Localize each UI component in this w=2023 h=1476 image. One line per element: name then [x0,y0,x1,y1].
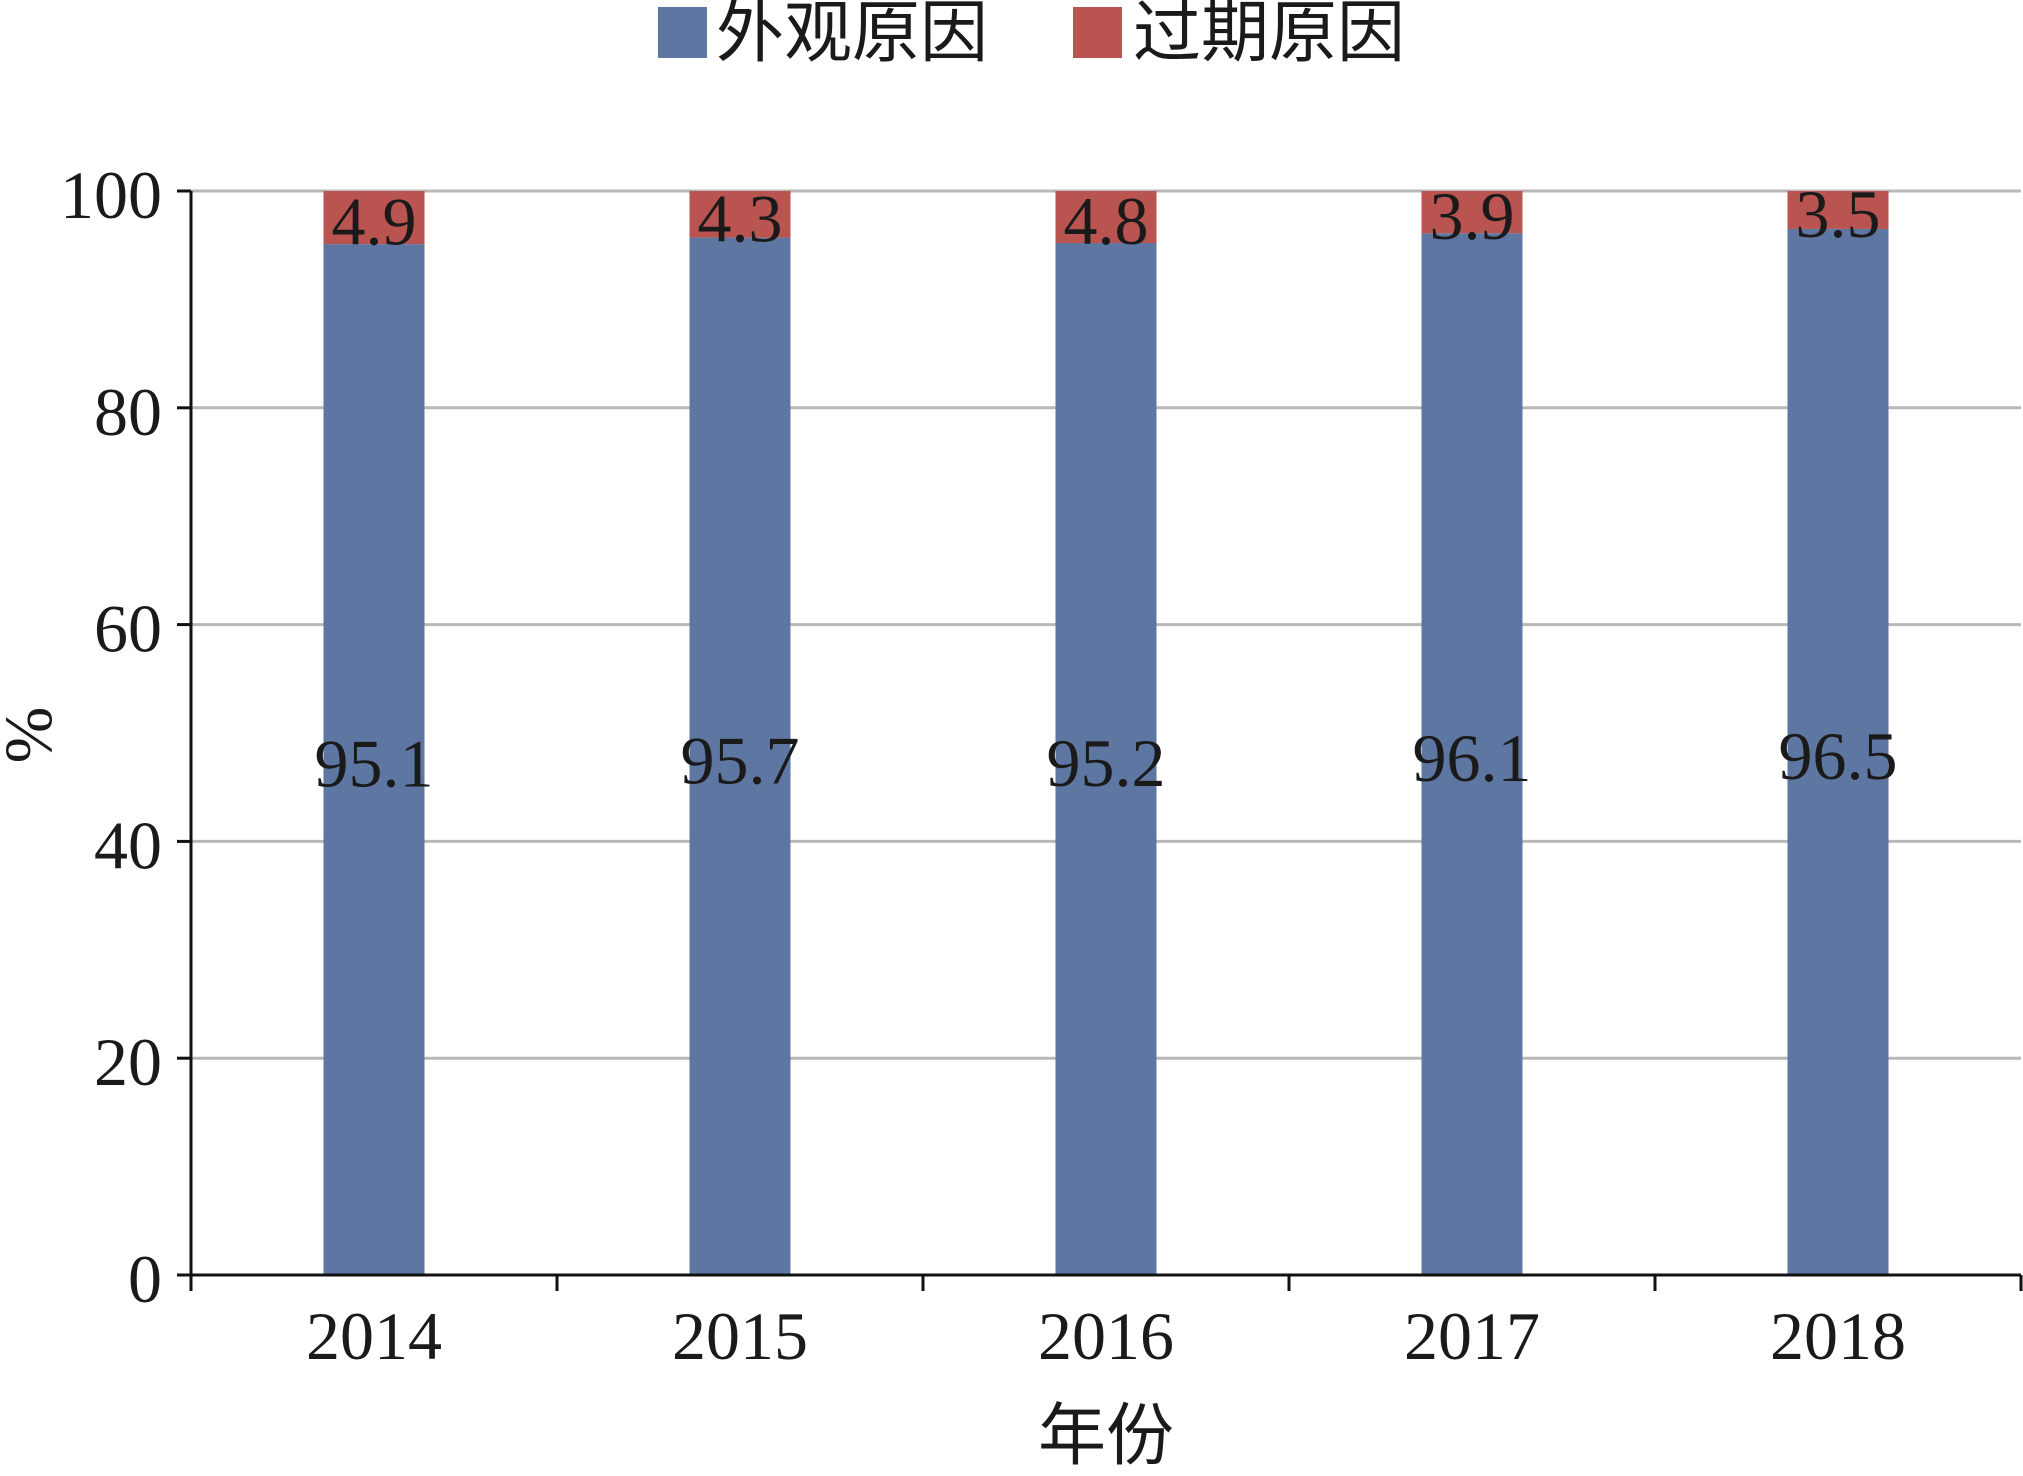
legend-label-expired: 过期原因 [1133,0,1405,71]
bar-appearance-2018 [1787,228,1889,1276]
data-label-expired-2016: 4.8 [1064,183,1149,259]
data-label-expired-2017: 3.9 [1430,178,1515,254]
data-label-appearance-2016: 95.2 [1047,725,1166,801]
bar-expired-2017 [1421,191,1523,234]
x-axis-title: 年份 [1038,1398,1174,1474]
bars [323,191,1889,1276]
legend-swatch-expired [1073,7,1122,58]
x-tick-label-2018: 2018 [1770,1298,1906,1374]
legend-label-appearance: 外观原因 [716,0,988,71]
data-label-expired-2014: 4.9 [332,184,417,260]
data-label-appearance-2018: 96.5 [1779,718,1898,794]
y-axis-ticks: 0 20 40 60 80 100 [60,157,191,1317]
y-tick-label-0: 0 [128,1241,162,1317]
bar-expired-2014 [323,191,425,245]
axes [189,191,2021,1277]
y-tick-label-80: 80 [94,374,162,450]
bar-expired-2018 [1787,191,1889,229]
data-label-appearance-2017: 96.1 [1413,720,1532,796]
x-tick-label-2016: 2016 [1038,1298,1174,1374]
y-tick-label-40: 40 [94,807,162,883]
y-axis-title: % [0,707,66,764]
data-label-appearance-2015: 95.7 [681,722,800,798]
legend-swatch-appearance [658,7,707,58]
y-tick-label-60: 60 [94,591,162,667]
legend: 外观原因 过期原因 [658,0,1405,71]
bar-expired-2015 [689,191,791,238]
x-tick-label-2017: 2017 [1404,1298,1540,1374]
x-axis-ticks: 2014 2015 2016 2017 2018 [189,1275,2023,1374]
bar-expired-2016 [1055,191,1157,244]
y-tick-label-100: 100 [60,157,162,233]
y-tick-label-20: 20 [94,1024,162,1100]
data-label-expired-2018: 3.5 [1796,176,1881,252]
data-label-appearance-2014: 95.1 [315,726,434,802]
bar-appearance-2014 [323,244,425,1276]
legend-item-appearance: 外观原因 [658,0,988,71]
data-label-expired-2015: 4.3 [698,180,783,256]
x-tick-label-2014: 2014 [306,1298,442,1374]
legend-item-expired: 过期原因 [1073,0,1405,71]
bar-appearance-2015 [689,237,791,1275]
bar-appearance-2016 [1055,243,1157,1276]
data-labels: 95.1 4.9 95.7 4.3 95.2 4.8 96.1 3.9 96.5 3.5 [315,176,1898,802]
x-tick-label-2015: 2015 [672,1298,808,1374]
bar-appearance-2017 [1421,233,1523,1275]
